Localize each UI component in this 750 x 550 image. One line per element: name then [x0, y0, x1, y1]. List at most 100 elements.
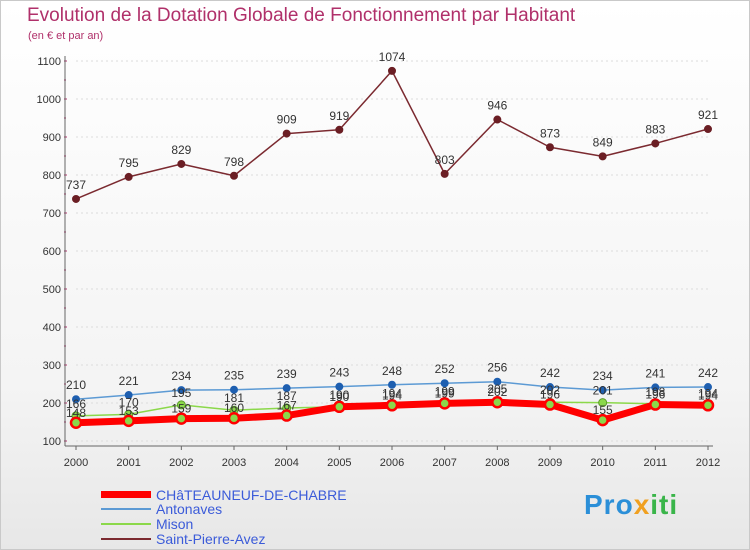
data-label-ch-teauneuf-de-chabre: 202 [487, 385, 507, 399]
data-label-mison: 166 [66, 397, 86, 411]
data-label-saint-pierre-avez: 829 [171, 143, 191, 157]
data-point-antonaves [598, 386, 607, 395]
y-tick-label: 1100 [37, 56, 61, 68]
data-label-saint-pierre-avez: 921 [698, 108, 718, 122]
logo-part-a: Pro [584, 489, 634, 520]
data-label-antonaves: 241 [645, 366, 665, 380]
legend-swatch-chateauneuf [101, 491, 151, 498]
data-label-ch-teauneuf-de-chabre: 196 [645, 388, 665, 402]
data-label-ch-teauneuf-de-chabre: 153 [119, 404, 139, 418]
legend-label-antonaves: Antonaves [156, 501, 223, 517]
data-point-saint-pierre-avez [704, 125, 712, 134]
data-point-saint-pierre-avez [230, 171, 238, 180]
data-point-antonaves [388, 380, 396, 389]
data-label-saint-pierre-avez: 737 [66, 178, 86, 192]
y-tick-label: 100 [43, 436, 61, 448]
x-tick-label: 2010 [590, 457, 614, 469]
data-label-antonaves: 221 [119, 374, 139, 388]
data-label-mison: 198 [645, 385, 665, 399]
data-point-saint-pierre-avez [493, 115, 502, 124]
data-point-ch-teauneuf-de-chabre [280, 409, 293, 422]
data-point-saint-pierre-avez [72, 194, 80, 203]
x-tick-label: 2004 [274, 457, 298, 469]
data-point-antonaves [72, 395, 80, 404]
data-point-antonaves [546, 383, 554, 392]
x-tick-label: 2000 [64, 457, 88, 469]
data-label-ch-teauneuf-de-chabre: 196 [540, 388, 560, 402]
data-point-mison [176, 400, 186, 410]
x-tick-label: 2007 [432, 457, 456, 469]
data-point-saint-pierre-avez [335, 125, 344, 134]
y-tick-label: 300 [43, 360, 61, 372]
chart-title: Evolution de la Dotation Globale de Fonc… [27, 5, 576, 26]
x-tick-label: 2011 [644, 457, 668, 469]
data-label-antonaves: 243 [329, 366, 349, 380]
logo-part-b: x [633, 489, 651, 520]
y-tick-label: 400 [43, 322, 61, 334]
data-label-ch-teauneuf-de-chabre: 167 [277, 399, 297, 413]
data-point-antonaves [282, 384, 291, 393]
data-label-antonaves: 242 [540, 366, 560, 380]
legend-label-mison: Mison [156, 516, 194, 532]
data-point-ch-teauneuf-de-chabre [701, 399, 715, 412]
data-label-ch-teauneuf-de-chabre: 159 [171, 402, 191, 416]
legend-swatch-saint-pierre-avez [101, 538, 151, 540]
data-label-mison: 202 [540, 383, 560, 397]
logo-part-c: iti [650, 489, 679, 520]
data-point-antonaves [124, 391, 133, 400]
y-tick-label: 200 [43, 398, 61, 410]
x-tick-label: 2002 [169, 457, 193, 469]
y-tick-label: 900 [43, 132, 61, 144]
data-label-mison: 170 [119, 395, 139, 409]
data-label-saint-pierre-avez: 909 [277, 113, 297, 127]
data-label-antonaves: 234 [171, 369, 191, 383]
data-label-antonaves: 235 [224, 369, 244, 383]
data-point-ch-teauneuf-de-chabre [649, 398, 662, 411]
y-tick-label: 800 [43, 170, 61, 182]
data-label-saint-pierre-avez: 798 [224, 155, 244, 169]
data-point-saint-pierre-avez [598, 152, 607, 161]
legend-label-chateauneuf: CHâTEAUNEUF-DE-CHABRE [156, 487, 347, 503]
legend-swatch-antonaves [101, 508, 151, 510]
data-point-saint-pierre-avez [124, 172, 133, 181]
data-label-ch-teauneuf-de-chabre: 148 [66, 406, 86, 420]
data-label-ch-teauneuf-de-chabre: 190 [329, 390, 349, 404]
data-label-saint-pierre-avez: 946 [487, 99, 507, 113]
data-label-mison: 194 [698, 386, 718, 400]
data-label-ch-teauneuf-de-chabre: 199 [435, 386, 455, 400]
data-label-antonaves: 248 [382, 364, 402, 378]
legend-label-saint-pierre-avez: Saint-Pierre-Avez [156, 531, 266, 547]
data-point-saint-pierre-avez [388, 66, 396, 75]
data-label-antonaves: 252 [435, 362, 455, 376]
data-point-antonaves [440, 379, 449, 388]
data-label-antonaves: 234 [593, 369, 613, 383]
x-tick-label: 2005 [327, 457, 351, 469]
x-tick-label: 2001 [116, 457, 140, 469]
data-label-mison: 187 [277, 389, 297, 403]
data-point-ch-teauneuf-de-chabre [175, 412, 188, 425]
data-label-antonaves: 239 [277, 367, 297, 381]
data-label-antonaves: 210 [66, 378, 86, 392]
x-tick-label: 2009 [538, 457, 562, 469]
data-point-antonaves [493, 377, 502, 386]
data-label-mison: 194 [382, 386, 402, 400]
x-tick-label: 2008 [485, 457, 509, 469]
x-tick-label: 2003 [222, 457, 246, 469]
data-point-ch-teauneuf-de-chabre [333, 400, 346, 414]
data-label-saint-pierre-avez: 803 [435, 153, 455, 167]
y-tick-label: 500 [43, 284, 61, 296]
data-label-antonaves: 256 [487, 361, 507, 375]
data-point-ch-teauneuf-de-chabre [491, 395, 504, 409]
chart-subtitle: (en € et par an) [28, 30, 104, 42]
data-label-mison: 190 [329, 388, 349, 402]
data-point-ch-teauneuf-de-chabre [596, 413, 609, 427]
y-tick-label: 1000 [37, 94, 61, 106]
data-point-saint-pierre-avez [440, 169, 449, 178]
data-label-ch-teauneuf-de-chabre: 160 [224, 401, 244, 415]
y-tick-label: 700 [43, 208, 61, 220]
data-point-ch-teauneuf-de-chabre [543, 398, 557, 411]
data-label-mison: 205 [487, 382, 507, 396]
legend-swatch-mison [101, 523, 151, 525]
